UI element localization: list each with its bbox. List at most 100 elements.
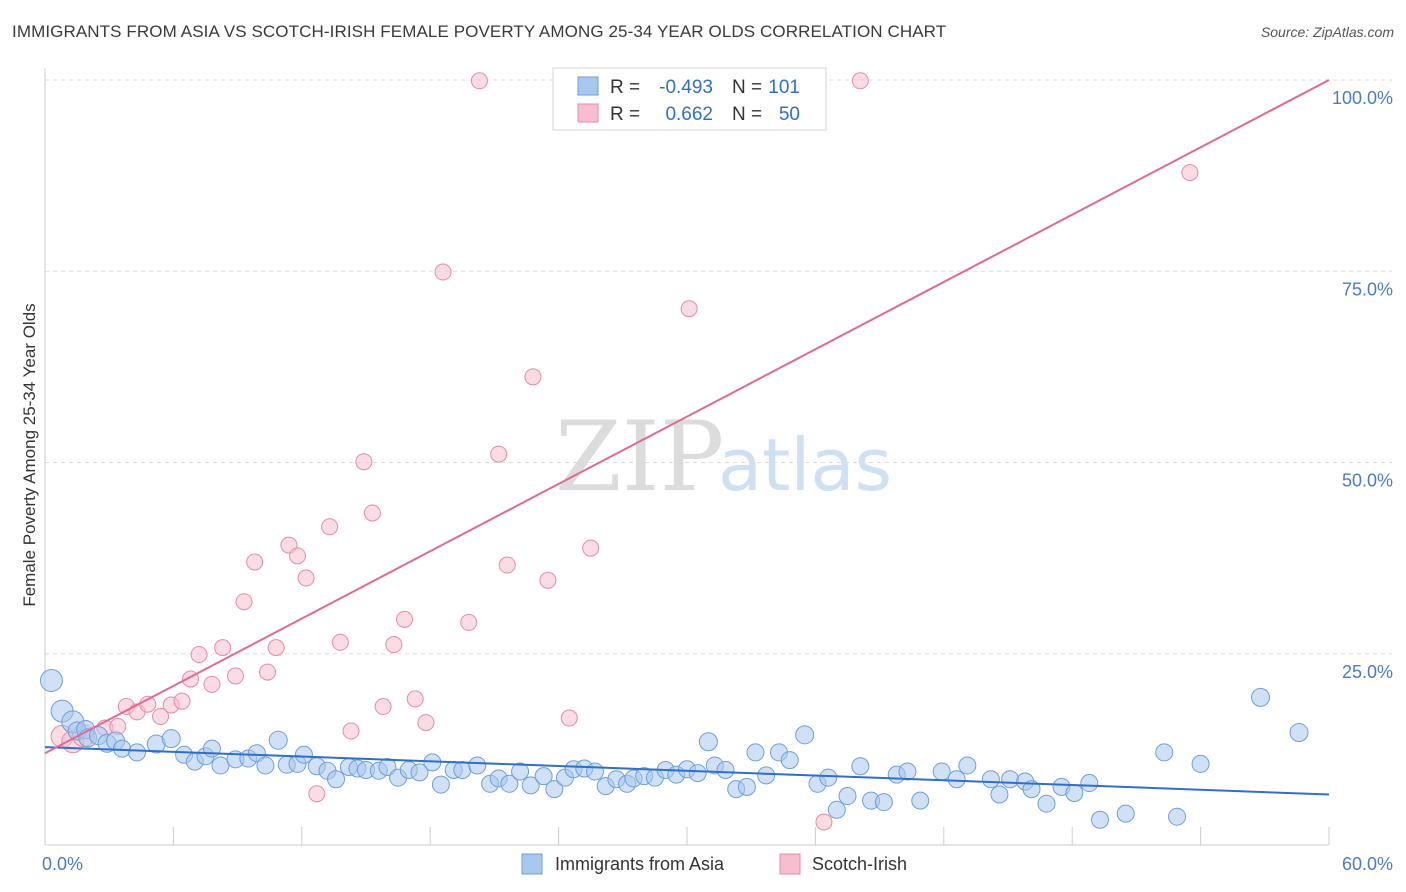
asia-point-38: [431, 775, 450, 794]
series-legend: Immigrants from Asia Scotch-Irish: [521, 853, 907, 875]
axes: [44, 68, 1330, 846]
asia-point-100: [1251, 687, 1271, 707]
x-tick-label-min: 0.0%: [42, 854, 83, 874]
asia-point-86: [981, 770, 1000, 789]
scotch-irish-point-32: [406, 690, 424, 708]
asia-point-40: [453, 761, 472, 780]
grid-lines: [45, 79, 1392, 655]
scotch-irish-point-39: [524, 368, 542, 386]
legend-n-label-1: N =: [732, 77, 762, 98]
chart-title: IMMIGRANTS FROM ASIA VS SCOTCH-IRISH FEM…: [12, 22, 947, 41]
asia-point-101: [1289, 723, 1309, 743]
scotch-irish-point-24: [321, 518, 339, 536]
scotch-irish-point-25: [331, 633, 349, 651]
scotch-irish-point-41: [560, 709, 578, 727]
scotch-irish-point-43: [680, 300, 698, 318]
source-credit: Source: ZipAtlas.com: [1260, 24, 1394, 40]
asia-point-77: [851, 757, 870, 776]
scotch-irish-point-30: [385, 636, 403, 654]
bottom-legend-swatch-scotch-irish: [779, 853, 801, 875]
scotch-irish-point-12: [190, 646, 208, 664]
legend-r-value-1: -0.493: [659, 77, 713, 98]
asia-point-74: [819, 768, 838, 787]
asia-point-81: [898, 762, 917, 781]
y-tick-label-1: 50.0%: [1342, 471, 1393, 491]
asia-point-98: [1168, 807, 1187, 826]
asia-point-12: [161, 729, 181, 749]
asia-point-99: [1191, 754, 1210, 773]
asia-point-21: [256, 756, 275, 775]
asia-point-52: [585, 762, 604, 781]
asia-point-72: [795, 725, 815, 745]
scotch-irish-point-29: [374, 698, 392, 716]
asia-point-0: [39, 669, 63, 693]
asia-point-10: [128, 743, 147, 762]
legend-n-value-1: 101: [768, 77, 800, 98]
asia-trendline: [44, 746, 1330, 796]
y-axis-label: Female Poverty Among 25-34 Year Olds: [20, 303, 39, 606]
bottom-legend-label-asia: Immigrants from Asia: [555, 854, 725, 874]
scotch-irish-point-40: [539, 571, 557, 589]
asia-point-20: [247, 744, 266, 763]
asia-point-94: [1080, 774, 1099, 793]
legend-r-label-1: R =: [610, 77, 640, 98]
scotch-irish-point-15: [226, 667, 244, 685]
asia-point-9: [113, 739, 132, 758]
asia-point-22: [268, 730, 288, 750]
scotch-irish-point-36: [470, 72, 488, 90]
y-tick-label-3: 100.0%: [1332, 88, 1393, 108]
scotch-irish-point-18: [259, 663, 277, 681]
asia-point-63: [698, 732, 718, 752]
legend-n-label-2: N =: [732, 104, 762, 125]
scotch-irish-point-21: [289, 547, 307, 565]
scotch-irish-point-26: [342, 722, 360, 740]
scotch-irish-point-46: [1181, 164, 1199, 182]
scotch-irish-point-33: [417, 714, 435, 732]
asia-point-25: [294, 745, 313, 764]
asia-point-84: [947, 770, 966, 789]
asia-point-93: [1065, 783, 1084, 802]
scotch-irish-point-42: [582, 539, 600, 557]
asia-point-45: [511, 762, 530, 781]
asia-point-36: [410, 763, 429, 782]
asia-point-47: [534, 767, 553, 786]
scotch-irish-point-16: [235, 593, 253, 611]
asia-point-90: [1022, 780, 1041, 799]
asia-point-41: [468, 756, 487, 775]
scotch-irish-point-23: [308, 785, 326, 803]
scotch-irish-point-35: [460, 613, 478, 631]
tick-labels: 25.0% 50.0% 75.0% 100.0% 0.0% 60.0%: [42, 88, 1393, 874]
bottom-legend-swatch-asia: [521, 853, 543, 875]
asia-point-95: [1091, 810, 1110, 829]
scotch-irish-point-13: [203, 675, 221, 693]
legend-r-label-2: R =: [610, 104, 640, 125]
asia-point-28: [327, 770, 346, 789]
bottom-legend-label-scotch-irish: Scotch-Irish: [812, 854, 907, 874]
correlation-legend: R = -0.493 N = 101 R = 0.662 N = 50: [552, 67, 827, 131]
asia-point-79: [874, 793, 893, 812]
scotch-irish-point-10: [173, 692, 191, 710]
asia-point-96: [1116, 804, 1135, 823]
legend-n-value-2: 50: [779, 104, 800, 125]
asia-point-97: [1155, 743, 1174, 762]
asia-point-65: [716, 761, 735, 780]
legend-swatch-pink: [577, 103, 599, 123]
x-tick-label-max: 60.0%: [1342, 854, 1393, 874]
asia-points: [39, 669, 1309, 829]
scotch-irish-trendline: [44, 79, 1330, 755]
asia-point-82: [911, 791, 930, 810]
asia-point-85: [958, 756, 977, 775]
asia-point-62: [688, 764, 707, 783]
legend-r-value-2: 0.662: [665, 104, 713, 125]
scotch-irish-point-44: [815, 813, 833, 831]
watermark-atlas: atlas: [718, 423, 892, 507]
watermark-zip: ZIP: [555, 401, 724, 513]
asia-point-17: [211, 756, 230, 775]
asia-point-68: [746, 743, 765, 762]
scotch-irish-point-37: [490, 445, 508, 463]
scotch-irish-point-34: [434, 263, 452, 281]
scotch-irish-point-14: [214, 639, 232, 657]
asia-point-87: [990, 785, 1009, 804]
scotch-irish-point-28: [363, 504, 381, 522]
y-tick-label-0: 25.0%: [1342, 662, 1393, 682]
